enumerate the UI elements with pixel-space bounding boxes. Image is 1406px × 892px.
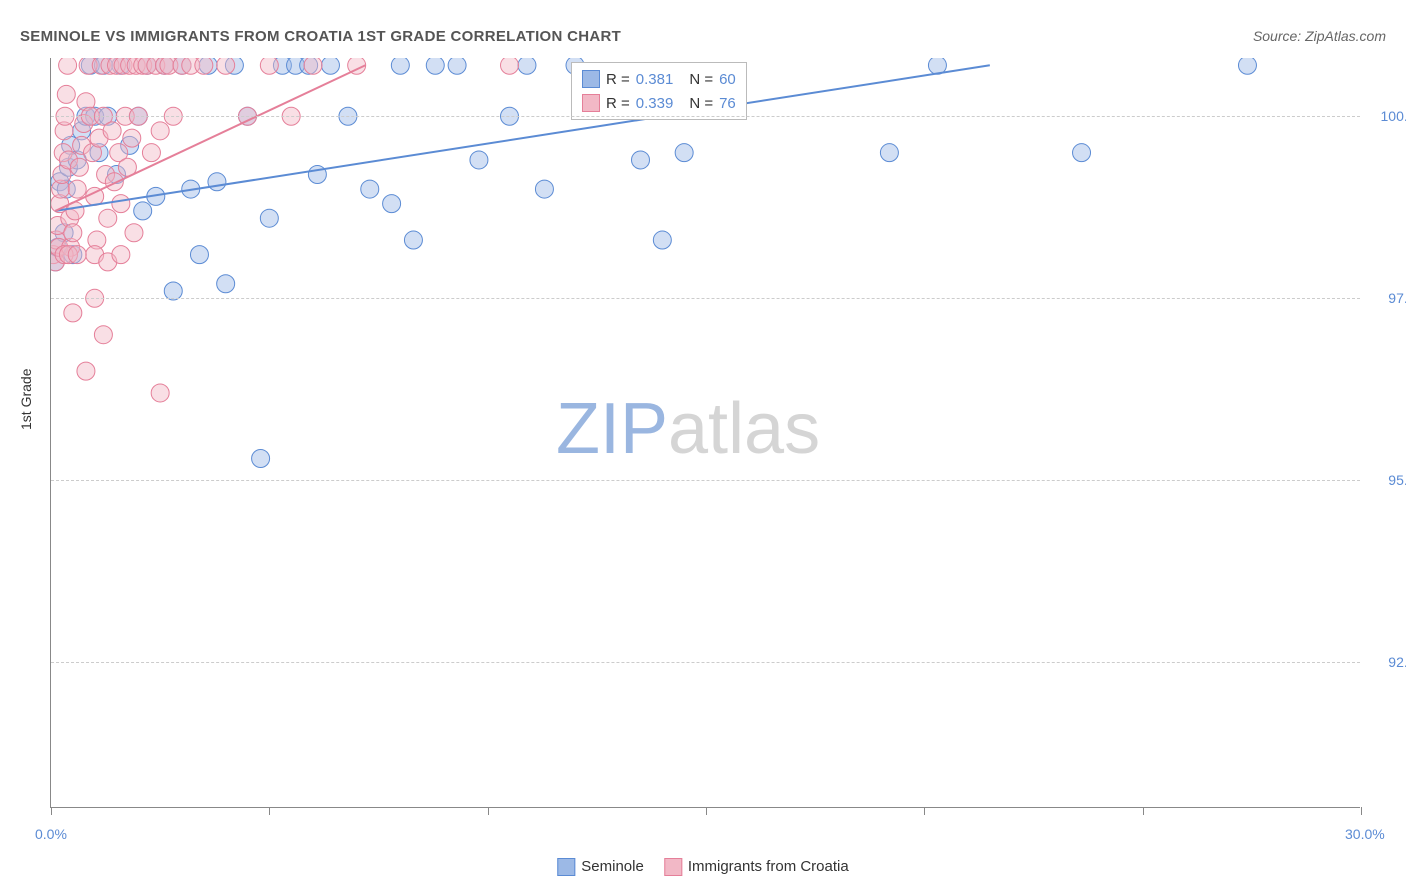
- scatter-point: [151, 122, 169, 140]
- grid-line: [51, 662, 1360, 663]
- x-tick-label: 0.0%: [35, 826, 67, 842]
- x-tick: [51, 807, 52, 815]
- scatter-point: [64, 304, 82, 322]
- scatter-point: [134, 202, 152, 220]
- n-label-2: N =: [689, 95, 713, 112]
- scatter-point: [653, 231, 671, 249]
- x-tick: [1143, 807, 1144, 815]
- x-tick: [706, 807, 707, 815]
- scatter-point: [57, 85, 75, 103]
- scatter-point: [217, 275, 235, 293]
- scatter-point: [112, 195, 130, 213]
- x-tick: [488, 807, 489, 815]
- scatter-point: [105, 173, 123, 191]
- scatter-point: [404, 231, 422, 249]
- y-tick-label: 92.5%: [1368, 654, 1406, 670]
- y-tick-label: 100.0%: [1368, 108, 1406, 124]
- chart-title: SEMINOLE VS IMMIGRANTS FROM CROATIA 1ST …: [20, 28, 621, 45]
- scatter-point: [260, 58, 278, 74]
- grid-line: [51, 298, 1360, 299]
- scatter-point: [501, 58, 519, 74]
- scatter-point: [151, 384, 169, 402]
- scatter-point: [1238, 58, 1256, 74]
- scatter-point: [70, 158, 88, 176]
- scatter-point: [190, 246, 208, 264]
- legend-bottom-swatch-seminole: [557, 858, 575, 876]
- scatter-point: [64, 224, 82, 242]
- x-tick-label: 30.0%: [1345, 826, 1385, 842]
- scatter-point: [142, 144, 160, 162]
- legend-stats-row-2: R = 0.339 N = 76: [582, 91, 736, 115]
- scatter-point: [208, 173, 226, 191]
- y-tick-label: 97.5%: [1368, 290, 1406, 306]
- scatter-point: [59, 58, 77, 74]
- scatter-point: [252, 449, 270, 467]
- scatter-point: [391, 58, 409, 74]
- grid-line: [51, 480, 1360, 481]
- legend-stats-box: R = 0.381 N = 60 R = 0.339 N = 76: [571, 62, 747, 120]
- n-label: N =: [689, 71, 713, 88]
- scatter-point: [112, 246, 130, 264]
- r-value-croatia: 0.339: [636, 95, 674, 112]
- n-value-croatia: 76: [719, 95, 736, 112]
- scatter-point: [383, 195, 401, 213]
- scatter-point: [195, 58, 213, 74]
- scatter-svg: [51, 58, 1361, 808]
- legend-bottom: Seminole Immigrants from Croatia: [557, 858, 848, 876]
- legend-stats-row-1: R = 0.381 N = 60: [582, 67, 736, 91]
- legend-swatch-seminole: [582, 70, 600, 88]
- scatter-point: [99, 209, 117, 227]
- scatter-point: [880, 144, 898, 162]
- scatter-point: [77, 362, 95, 380]
- scatter-point: [94, 326, 112, 344]
- plot-area: ZIPatlas R = 0.381 N = 60 R = 0.339 N = …: [50, 58, 1360, 808]
- scatter-point: [217, 58, 235, 74]
- scatter-point: [103, 122, 121, 140]
- scatter-point: [304, 58, 322, 74]
- scatter-point: [260, 209, 278, 227]
- scatter-point: [470, 151, 488, 169]
- scatter-point: [68, 246, 86, 264]
- grid-line: [51, 116, 1360, 117]
- scatter-point: [361, 180, 379, 198]
- legend-bottom-label-croatia: Immigrants from Croatia: [688, 858, 849, 875]
- chart-container: SEMINOLE VS IMMIGRANTS FROM CROATIA 1ST …: [0, 0, 1406, 892]
- legend-bottom-label-seminole: Seminole: [581, 858, 644, 875]
- legend-swatch-croatia: [582, 94, 600, 112]
- scatter-point: [123, 129, 141, 147]
- trend-line: [55, 65, 989, 211]
- scatter-point: [68, 180, 86, 198]
- scatter-point: [448, 58, 466, 74]
- legend-item-croatia: Immigrants from Croatia: [664, 858, 849, 876]
- scatter-point: [535, 180, 553, 198]
- x-tick: [269, 807, 270, 815]
- legend-bottom-swatch-croatia: [664, 858, 682, 876]
- source-attribution: Source: ZipAtlas.com: [1253, 28, 1386, 44]
- scatter-point: [632, 151, 650, 169]
- n-value-seminole: 60: [719, 71, 736, 88]
- scatter-point: [125, 224, 143, 242]
- legend-item-seminole: Seminole: [557, 858, 644, 876]
- y-tick-label: 95.0%: [1368, 472, 1406, 488]
- r-value-seminole: 0.381: [636, 71, 674, 88]
- scatter-point: [1073, 144, 1091, 162]
- x-tick: [924, 807, 925, 815]
- y-axis-label: 1st Grade: [18, 369, 34, 430]
- scatter-point: [518, 58, 536, 74]
- r-label: R =: [606, 71, 630, 88]
- x-tick: [1361, 807, 1362, 815]
- scatter-point: [321, 58, 339, 74]
- r-label-2: R =: [606, 95, 630, 112]
- scatter-point: [675, 144, 693, 162]
- scatter-point: [426, 58, 444, 74]
